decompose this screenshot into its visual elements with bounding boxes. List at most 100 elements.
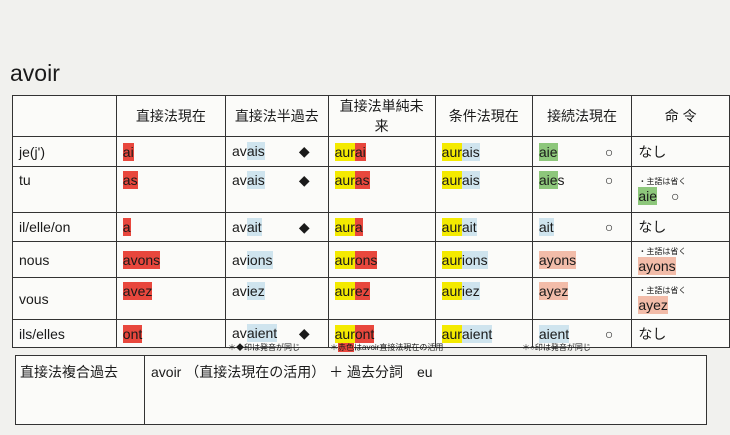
- diamond-mark-icon: ◆: [298, 172, 310, 188]
- note-diamond: ＊◆印は発音が同じ: [228, 343, 300, 352]
- circle-mark-icon: ○: [604, 172, 614, 188]
- form-segment: av: [232, 325, 247, 341]
- form-segment: aur: [441, 250, 462, 269]
- form-segment: ez: [354, 282, 370, 300]
- form-segment: aur: [334, 282, 355, 300]
- omit-subject-note: ・主語は省く: [638, 246, 687, 256]
- conjugation-cell: aura: [327, 212, 436, 242]
- pronoun-cell: il/elle/on: [12, 212, 117, 242]
- form-segment: iez: [461, 282, 480, 300]
- conjugation-cell: aurais: [434, 136, 533, 167]
- diamond-mark-icon: ◆: [298, 325, 310, 341]
- conjugation-cell: ayons: [531, 241, 633, 278]
- omit-subject-note: ・主語は省く: [638, 285, 687, 295]
- form-segment: iez: [246, 282, 265, 300]
- conjugation-cell: ai: [115, 136, 227, 167]
- form-segment: aur: [334, 218, 355, 236]
- form-segment: ions: [246, 250, 273, 269]
- conjugation-cell: ○ aie: [531, 136, 633, 167]
- table-row: tu as ◆ avais auras aurais ○ aies ・主語は省く aie ○: [12, 166, 730, 213]
- form-segment: aur: [441, 142, 462, 161]
- column-header: 命 令: [631, 95, 730, 137]
- conjugation-cell: auras: [327, 166, 436, 213]
- form-segment: ons: [354, 250, 378, 269]
- header-row: 直接法現在 直接法半過去 直接法単純未来 条件法現在 接続法現在命 令: [12, 95, 730, 137]
- form-segment: a: [354, 218, 363, 236]
- conjugation-cell: なし: [631, 319, 730, 348]
- form-segment: ais: [461, 142, 480, 161]
- column-header: 接続法現在: [531, 95, 633, 137]
- form-segment: aur: [334, 250, 355, 269]
- form-segment: as: [122, 171, 138, 189]
- conjugation-cell: ◆ avait: [225, 212, 329, 242]
- conjugation-cell: as: [115, 166, 227, 213]
- conjugation-cell: ◆ avaient: [225, 319, 329, 348]
- conjugation-cell: avions: [225, 241, 329, 278]
- form-segment: aur: [441, 171, 462, 189]
- conjugation-cell: aurons: [327, 241, 436, 278]
- form-segment: なし: [638, 143, 667, 160]
- form-segment: aur: [334, 142, 355, 161]
- note-red-word: 赤色: [338, 343, 354, 352]
- conjugation-cell: aurez: [327, 277, 436, 320]
- conjugation-cell: なし: [631, 136, 730, 167]
- circle-mark-icon: ○: [604, 325, 614, 342]
- form-segment: ais: [461, 171, 480, 189]
- circle-mark-icon: ○: [671, 187, 680, 204]
- conjugation-cell: ◆ avais: [225, 136, 329, 167]
- form-segment: aie: [538, 171, 558, 189]
- form-segment: ai: [122, 142, 134, 161]
- form-segment: aient: [538, 324, 570, 343]
- conjugation-cell: a: [115, 212, 227, 242]
- conjugation-cell: aurai: [327, 136, 436, 167]
- note-red: ＊赤色はavoir直接法現在の活用: [330, 342, 443, 353]
- conjugation-cell: ・主語は省く ayez: [631, 277, 730, 320]
- verb-title: avoir: [10, 60, 60, 86]
- form-segment: av: [232, 251, 247, 268]
- conjugation-cell: ○ aient: [531, 319, 633, 348]
- conjugation-cell: aurions: [434, 241, 533, 278]
- compound-past-label: 直接法複合過去: [16, 356, 145, 424]
- table-row: vous avez aviez aurez auriez ayez ・主語は省く ayez: [12, 277, 730, 320]
- pronoun-cell: ils/elles: [12, 319, 117, 348]
- pronoun-cell: vous: [12, 277, 117, 320]
- table-row: il/elle/on a ◆ avait aura aurait ○ ait なし: [12, 212, 730, 242]
- form-segment: ions: [461, 250, 488, 269]
- form-segment: aur: [441, 282, 462, 300]
- pronoun-cell: nous: [12, 241, 117, 278]
- form-segment: ait: [538, 218, 554, 236]
- form-segment: ai: [354, 142, 366, 161]
- conjugation-cell: auriez: [434, 277, 533, 320]
- form-segment: ont: [354, 324, 375, 343]
- conjugation-table: 直接法現在 直接法半過去 直接法単純未来 条件法現在 接続法現在命 令 je(j') ai…: [12, 95, 730, 348]
- conjugation-cell: aurait: [434, 212, 533, 242]
- form-segment: s: [557, 172, 565, 188]
- column-header: 条件法現在: [434, 95, 533, 137]
- column-header: [12, 95, 117, 137]
- pronoun-cell: tu: [12, 166, 117, 213]
- conjugation-cell: なし: [631, 212, 730, 242]
- form-segment: ait: [461, 218, 477, 236]
- circle-mark-icon: ○: [604, 219, 614, 235]
- note-circle: ＊○印は発音が同じ: [522, 343, 591, 352]
- conjugation-cell: ayez: [531, 277, 633, 320]
- conjugation-cell: ・主語は省く ayons: [631, 241, 730, 278]
- form-segment: av: [232, 283, 247, 299]
- conjugation-cell: ont: [115, 319, 227, 348]
- form-segment: aur: [334, 171, 355, 189]
- form-segment: as: [354, 171, 370, 189]
- compound-past-box: 直接法複合過去 avoir （直接法現在の活用） ＋ 過去分詞 eu: [15, 355, 707, 425]
- form-segment: aur: [441, 218, 462, 236]
- form-segment: aient: [461, 324, 493, 343]
- form-segment: aie: [538, 142, 558, 161]
- conjugation-cell: auront: [327, 319, 436, 348]
- table-row: ils/elles ont ◆ avaient auront auraient ○ aient…: [12, 319, 730, 348]
- pronoun-cell: je(j'): [12, 136, 117, 167]
- form-segment: aur: [441, 324, 462, 343]
- form-segment: ais: [246, 142, 265, 160]
- form-segment: av: [232, 143, 247, 159]
- conjugation-cell: ○ ait: [531, 212, 633, 242]
- form-segment: なし: [638, 219, 667, 235]
- omit-subject-note: ・主語は省く: [638, 176, 687, 186]
- form-segment: a: [122, 218, 131, 236]
